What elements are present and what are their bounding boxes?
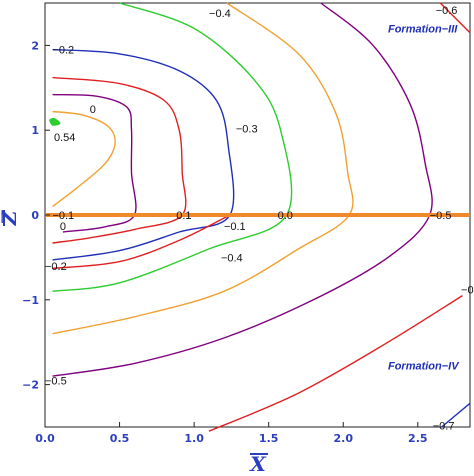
contour-labels: 0.54 0 0 0.1 −0.2 −0.2 −0.3 0.0 −0.4 −0.4 −0.5 −0.5… <box>45 5 474 433</box>
contour-label: −0.3 <box>236 124 258 136</box>
y-tick-label: 1 <box>31 124 39 137</box>
contour-label: −0.1 <box>224 221 246 233</box>
x-tick-label: 0.0 <box>35 432 55 445</box>
contour-label: −0.1 <box>52 210 74 222</box>
contour-label: −0.5 <box>45 375 67 387</box>
contour-label: 0.0 <box>278 210 293 222</box>
contour-label: −0.4 <box>209 8 231 20</box>
y-axis-label: Z <box>0 209 21 226</box>
contour-line <box>208 295 463 432</box>
contour-line <box>439 2 471 34</box>
x-tick-label: 0.5 <box>110 432 130 445</box>
x-tick-label: 2.0 <box>333 432 353 445</box>
x-tick-label: 2.5 <box>408 432 428 445</box>
x-tick-label: 1.5 <box>259 432 279 445</box>
contour-label: 0 <box>60 221 66 233</box>
contour-line <box>52 214 231 270</box>
contour-label: −0.2 <box>52 45 74 57</box>
contour-line <box>52 48 235 261</box>
y-tick-label: −1 <box>22 294 39 307</box>
annotations: Formation−III Formation−IV <box>388 24 460 373</box>
contour-line <box>52 93 137 233</box>
contour-lines <box>45 2 471 432</box>
contour-line <box>52 76 187 244</box>
contour-label: 0.54 <box>54 132 75 144</box>
contour-label: 0.1 <box>176 210 191 222</box>
y-tick-label: 2 <box>31 39 39 52</box>
contour-label: −0.7 <box>433 420 455 432</box>
contour-line <box>49 117 61 126</box>
formation-annotation: Formation−IV <box>388 360 460 372</box>
axis-ticks: 0.0 0.5 1.0 1.5 2.0 2.5 −2 −1 0 1 2 <box>22 39 427 445</box>
y-tick-label: −2 <box>22 379 39 392</box>
contour-label: −0.4 <box>221 252 243 264</box>
contour-label: −0.6 <box>436 5 458 17</box>
formation-annotation: Formation−III <box>388 24 458 36</box>
y-tick-label: 0 <box>31 209 39 222</box>
contour-line <box>441 402 471 428</box>
contour-line <box>52 2 354 335</box>
contour-label: 0 <box>90 104 96 116</box>
contour-label: −0.6 <box>461 285 474 297</box>
contour-label: −0.2 <box>45 261 67 273</box>
x-tick-label: 1.0 <box>184 432 204 445</box>
contour-line <box>52 110 116 208</box>
contour-line <box>52 2 433 377</box>
contour-label: −0.5 <box>430 210 452 222</box>
contour-line <box>52 2 293 292</box>
x-axis-label: X <box>248 452 267 476</box>
